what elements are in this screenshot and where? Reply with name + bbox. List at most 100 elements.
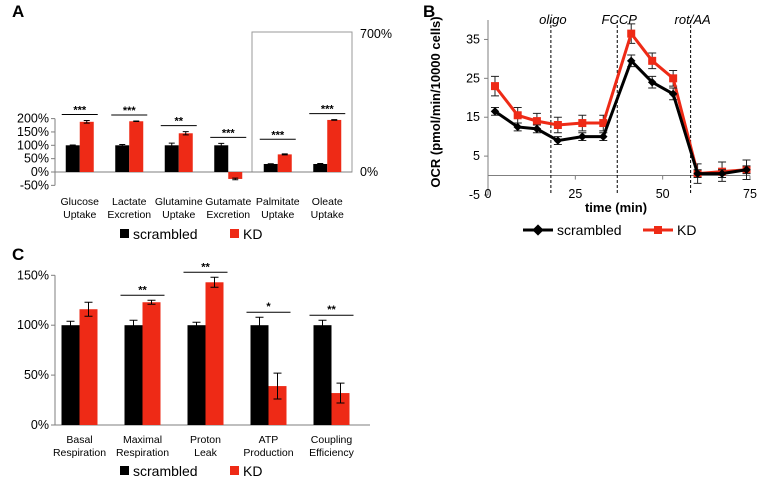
panel-c-bar-kd <box>268 386 287 425</box>
panel-b-phase-label: oligo <box>539 12 566 27</box>
panel-b-chart: B -5 5 15 25 35 0 25 50 75 oligo FCCP rot/AA OCR (p… <box>423 2 757 238</box>
legend-b-kd-marker <box>654 226 662 234</box>
panel-a-label: A <box>12 2 24 21</box>
panel-a-ytick-label: 0% <box>31 165 49 179</box>
panel-a-ytick-label: 100% <box>17 138 49 152</box>
panel-a-bar-scrambled <box>313 163 328 172</box>
panel-b-point-scrambled <box>599 132 608 141</box>
panel-a-category-label: Uptake <box>311 209 344 221</box>
panel-c-significance: ** <box>327 304 336 316</box>
panel-a-error-bar <box>232 177 239 181</box>
panel-c-bar-scrambled <box>313 325 332 425</box>
panel-a-bar-scrambled <box>263 163 278 172</box>
panel-c-category-label: Respiration <box>116 447 169 459</box>
panel-c-chart: C 0%50%100%150%BasalRespiration**Maximal… <box>12 245 370 479</box>
panel-a-category-label: Glutamine <box>155 196 203 208</box>
panel-c-category-label: Respiration <box>53 447 106 459</box>
panel-b-ytick-label: 25 <box>466 71 480 85</box>
panel-c-significance: ** <box>138 284 147 296</box>
panel-c-error-bar <box>66 320 75 330</box>
panel-c-bar-kd <box>205 282 224 425</box>
panel-b-ytick-label: 35 <box>466 32 480 46</box>
panel-a-right-ytick-label: 700% <box>360 27 392 41</box>
panel-c-category-label: ATP <box>259 434 279 446</box>
panel-c-category-label: Maximal <box>123 434 162 446</box>
panel-b-line-kd <box>493 30 747 176</box>
panel-a-bar-kd <box>79 121 94 172</box>
panel-b-ytick-label: 15 <box>466 110 480 124</box>
legend-a-kd-label: KD <box>243 226 262 240</box>
panel-b-point-kd <box>599 119 608 128</box>
panel-b-point-scrambled <box>490 107 500 116</box>
panel-a-error-bar <box>281 153 288 156</box>
legend-c-scrambled-swatch <box>120 466 129 475</box>
panel-b-line-scrambled <box>494 58 747 176</box>
panel-c-error-bar <box>147 299 156 305</box>
panel-c-error-bar <box>84 301 93 317</box>
panel-b-label: B <box>423 2 435 21</box>
panel-b-point-kd <box>532 117 541 126</box>
panel-a-ytick-label: 150% <box>17 125 49 139</box>
panel-c-category-label: Leak <box>194 447 218 459</box>
panel-c-ytick-label: 50% <box>24 368 49 382</box>
panel-a-significance: *** <box>271 129 285 141</box>
legend-a-scrambled-swatch <box>120 229 129 238</box>
panel-a-error-bar <box>317 162 324 166</box>
panel-c-category-label: Basal <box>66 434 92 446</box>
panel-a-error-bar <box>83 119 90 124</box>
panel-b-xtick-label: 0 <box>485 187 492 201</box>
panel-c-bar-scrambled <box>124 325 143 425</box>
panel-c-label: C <box>12 245 24 264</box>
panel-a-bar-scrambled <box>65 145 80 172</box>
panel-a-error-bar <box>133 120 140 123</box>
panel-c-bar-scrambled <box>61 325 80 425</box>
panel-c-error-bar <box>129 319 138 331</box>
panel-c-significance: * <box>266 301 271 313</box>
panel-c-bar-kd <box>142 302 161 425</box>
panel-a-category-label: Gutamate <box>205 196 251 208</box>
panel-a-error-bar <box>69 144 76 147</box>
panel-a-error-bar <box>182 131 189 136</box>
panel-b-xlabel: time (min) <box>585 200 647 215</box>
panel-c-category-label: Proton <box>190 434 221 446</box>
panel-a-bar-scrambled <box>214 145 229 172</box>
panel-c-ytick-label: 100% <box>17 318 49 332</box>
legend-b-scrambled-label: scrambled <box>557 222 622 238</box>
legend-a-scrambled-label: scrambled <box>133 226 198 240</box>
panel-c-bar-kd <box>79 309 98 425</box>
panel-a-ytick-label: 200% <box>17 112 49 126</box>
panel-a-chart: A -50%0%50%100%150%200%700%0%***GlucoseU… <box>12 2 392 240</box>
panel-a-bar-kd <box>129 121 144 172</box>
panel-b-xtick-label: 75 <box>743 187 757 201</box>
panel-a-error-bar <box>218 142 225 148</box>
panel-a-category-label: Excretion <box>107 209 151 221</box>
legend-b-scrambled-marker <box>532 224 544 236</box>
panel-c-bar-scrambled <box>250 325 269 425</box>
panel-a-category-label: Uptake <box>162 209 195 221</box>
panel-a-bar-kd <box>277 154 292 172</box>
panel-c-error-bar <box>318 319 327 331</box>
panel-c-category-label: Production <box>243 447 293 459</box>
panel-a-ytick-label: -50% <box>20 178 49 192</box>
panel-b-point-kd <box>553 121 562 129</box>
panel-c-error-bar <box>192 321 201 329</box>
panel-b-phase-label: FCCP <box>602 12 638 27</box>
panel-c-category-label: Efficiency <box>309 447 354 459</box>
panel-a-category-label: Glucose <box>60 196 99 208</box>
legend-a-kd-swatch <box>230 229 239 238</box>
panel-b-ytick-label: -5 <box>469 188 480 202</box>
panel-a-significance: ** <box>174 116 183 128</box>
panel-a-error-bar <box>267 163 274 165</box>
panel-c-ytick-label: 0% <box>31 418 49 432</box>
legend-b-kd-label: KD <box>677 222 696 238</box>
legend-c-scrambled-label: scrambled <box>133 463 198 479</box>
panel-a-category-label: Uptake <box>63 209 96 221</box>
panel-c-error-bar <box>273 372 282 400</box>
panel-b-point-kd <box>627 29 636 38</box>
panel-c-error-bar <box>210 276 219 288</box>
panel-b-xtick-label: 25 <box>568 187 582 201</box>
panel-a-category-label: Excretion <box>206 209 250 221</box>
panel-c-error-bar <box>336 382 345 404</box>
panel-a-significance: *** <box>222 127 236 139</box>
panel-a-bar-scrambled <box>115 145 130 172</box>
